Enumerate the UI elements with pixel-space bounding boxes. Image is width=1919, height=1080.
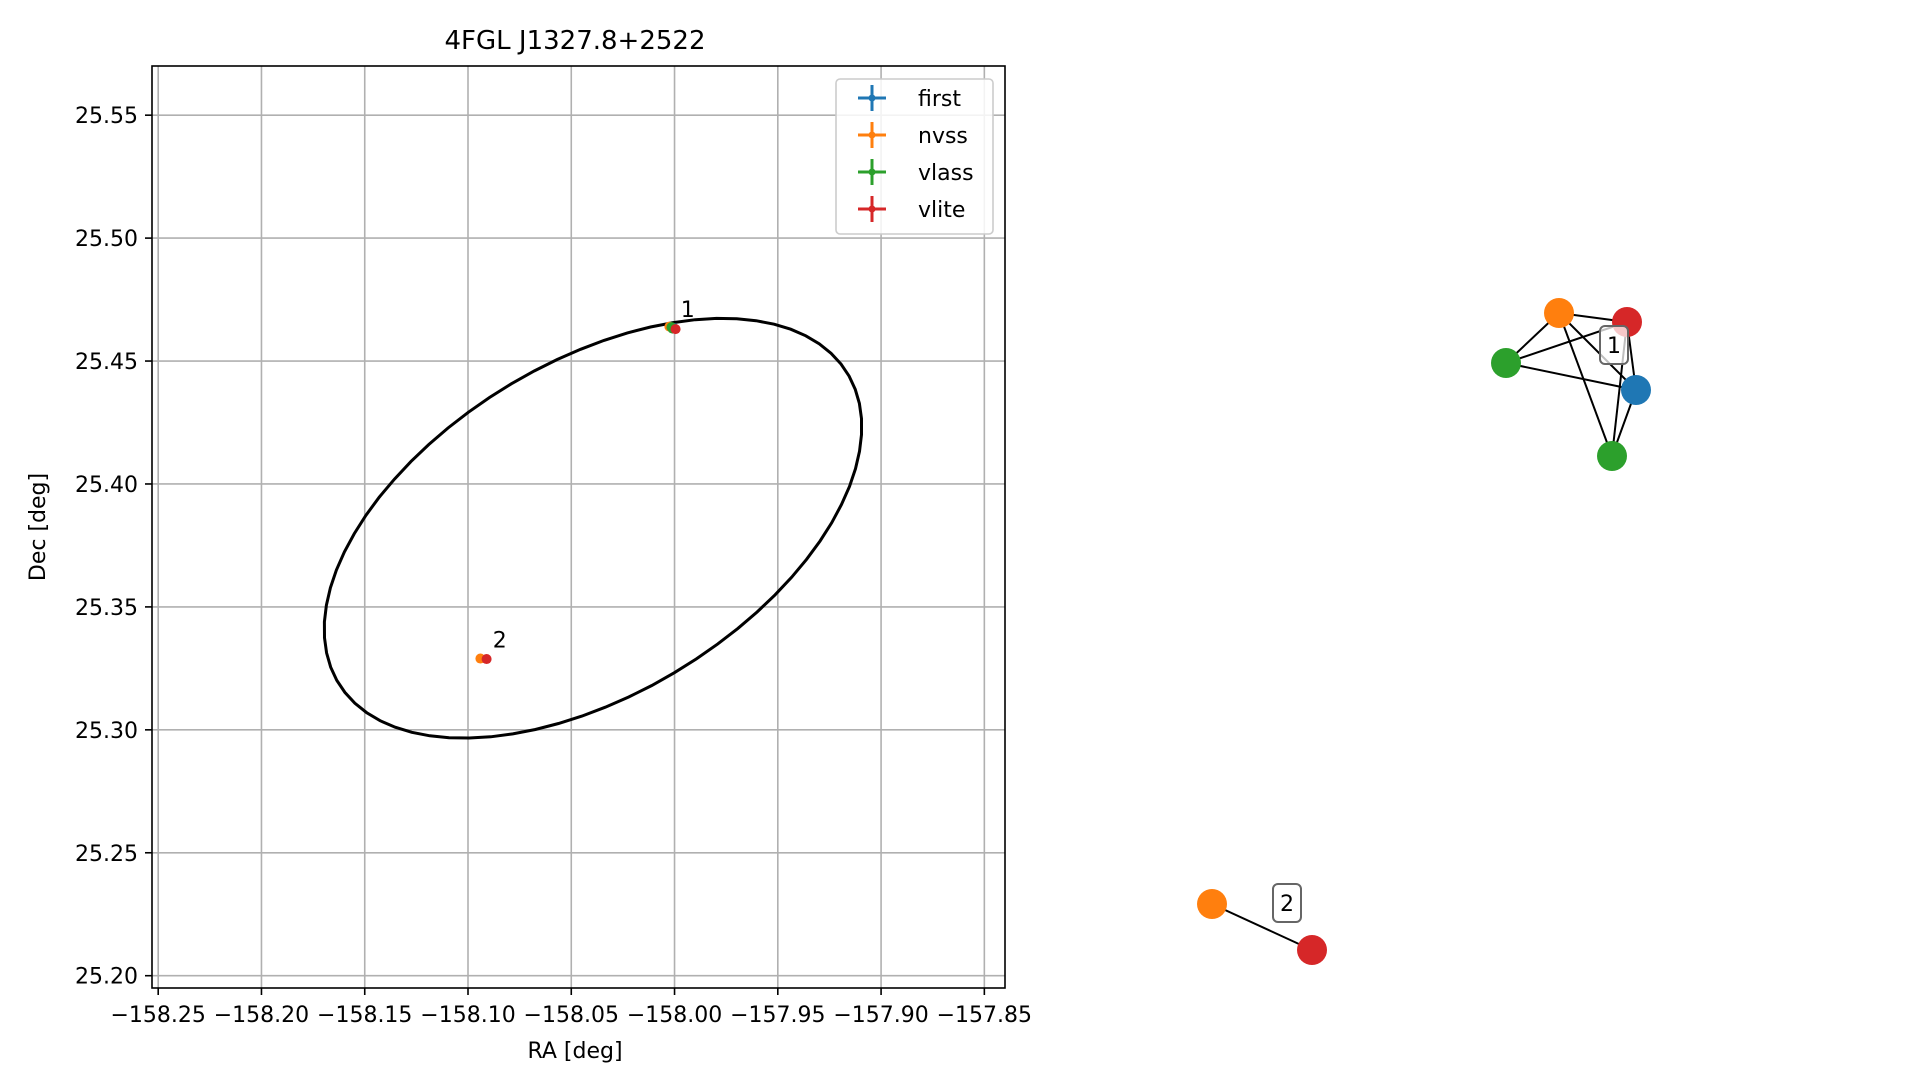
network-group-label: 1 <box>1599 325 1629 365</box>
legend-entry-vlass: vlass <box>858 159 974 186</box>
scatter-panel: 12 −158.25 −158.20 −158.15 −158.10 −158.05 −1… <box>26 26 1032 1064</box>
x-tick-label: −158.20 <box>214 1003 309 1028</box>
legend-label: vlass <box>918 161 974 186</box>
network-edge <box>1505 362 1637 391</box>
network-edge <box>1558 312 1637 391</box>
network-node <box>1491 348 1521 378</box>
network-group-label: 2 <box>1272 883 1302 923</box>
x-axis-label: RA [deg] <box>527 1039 622 1064</box>
network-node <box>1597 441 1627 471</box>
legend-swatch-marker <box>868 168 876 176</box>
x-tick-label: −158.00 <box>627 1003 722 1028</box>
group-label-text: 1 <box>1607 334 1621 359</box>
network-node <box>1621 375 1651 405</box>
y-axis-ticks: 25.20 25.25 25.30 25.35 25.40 25.45 25.50 25.55 <box>75 104 152 990</box>
x-tick-label: −157.95 <box>730 1003 825 1028</box>
legend-swatch-marker <box>868 94 876 102</box>
legend-label: first <box>918 87 961 112</box>
network-group-labels: 12 <box>1272 325 1629 923</box>
x-axis-ticks: −158.25 −158.20 −158.15 −158.10 −158.05 −158.… <box>110 988 1032 1028</box>
legend-swatch-marker <box>868 131 876 139</box>
x-tick-label: −158.15 <box>317 1003 412 1028</box>
chart-title: 4FGL J1327.8+2522 <box>445 26 706 56</box>
network-node <box>1197 889 1227 919</box>
y-tick-label: 25.30 <box>75 719 138 744</box>
y-tick-label: 25.35 <box>75 596 138 621</box>
group-label-box <box>1272 883 1302 923</box>
legend-entries: first nvss vlass vlite <box>858 85 974 223</box>
localization-ellipse-layer <box>322 316 863 740</box>
network-edge <box>1211 903 1313 951</box>
network-edge <box>1558 312 1613 457</box>
point-vlite <box>481 654 492 665</box>
legend-swatch-marker <box>868 205 876 213</box>
group-label-box <box>1599 325 1629 365</box>
network-edges <box>1211 312 1637 951</box>
legend-entry-vlite: vlite <box>858 196 965 223</box>
x-tick-label: −158.25 <box>110 1003 205 1028</box>
group-label-text: 2 <box>1280 892 1294 917</box>
y-axis-label: Dec [deg] <box>26 473 51 581</box>
network-node <box>1544 298 1574 328</box>
y-tick-label: 25.45 <box>75 350 138 375</box>
legend: first nvss vlass vlite <box>835 78 994 235</box>
network-nodes <box>1197 298 1651 965</box>
point-annotations: 12 <box>493 298 695 654</box>
grid <box>152 66 1005 988</box>
legend-box <box>835 78 994 235</box>
x-tick-label: −158.05 <box>524 1003 619 1028</box>
y-tick-label: 25.20 <box>75 965 138 990</box>
network-node <box>1297 935 1327 965</box>
x-tick-label: −157.90 <box>833 1003 928 1028</box>
legend-entry-first: first <box>858 85 961 112</box>
network-panel: 12 <box>1197 298 1651 965</box>
localization-ellipse <box>322 316 863 740</box>
y-tick-label: 25.40 <box>75 473 138 498</box>
legend-entry-nvss: nvss <box>858 122 968 149</box>
point-annotation: 2 <box>493 628 507 653</box>
data-points <box>475 321 681 665</box>
axes-frame <box>151 65 1006 989</box>
legend-label: vlite <box>918 198 965 223</box>
legend-label: nvss <box>918 124 968 149</box>
point-vlite <box>670 324 681 335</box>
x-tick-label: −157.85 <box>937 1003 1032 1028</box>
y-tick-label: 25.25 <box>75 842 138 867</box>
point-annotation: 1 <box>681 298 695 323</box>
y-tick-label: 25.50 <box>75 227 138 252</box>
y-tick-label: 25.55 <box>75 104 138 129</box>
x-tick-label: −158.10 <box>420 1003 515 1028</box>
